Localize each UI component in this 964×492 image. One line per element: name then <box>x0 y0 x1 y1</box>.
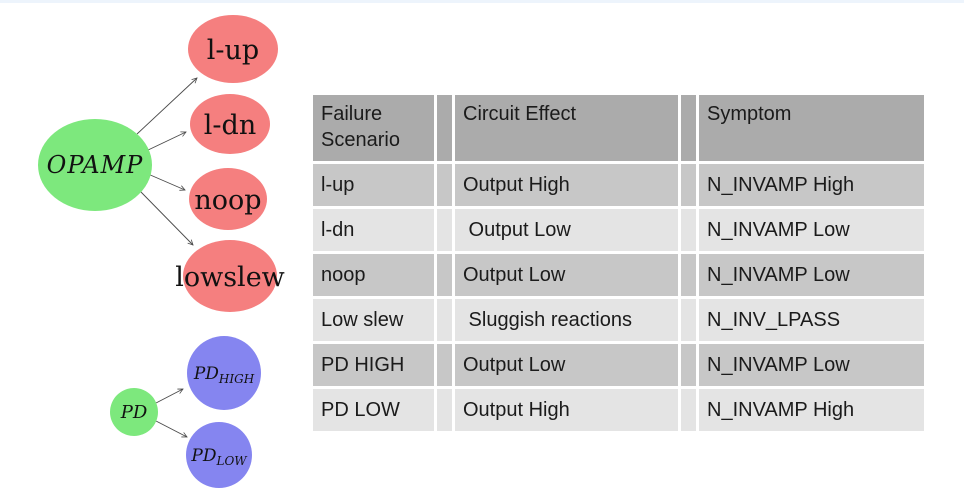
pd-high-label: PDHIGH <box>193 364 255 386</box>
noop-ellipse <box>189 168 267 230</box>
scenario-cell: l-up <box>313 164 434 206</box>
effect-cell: Output High <box>455 164 678 206</box>
lowslew-label: lowslew <box>175 262 285 293</box>
node-pd-low: PDLOW <box>186 422 252 488</box>
pd-high-label-base: PD <box>193 364 219 384</box>
table-row-pd-low: PD LOW Output High N_INVAMP High <box>313 389 924 431</box>
window-top-edge <box>0 0 964 3</box>
spacer-cell <box>681 209 696 251</box>
arrow-pd-to-pd-high <box>155 388 184 404</box>
node-l-dn: l-dn <box>190 94 270 154</box>
arrow-opamp-to-lowslew <box>139 190 194 246</box>
opamp-label: OPAMP <box>47 151 144 179</box>
header-failure-scenario: Failure Scenario <box>313 95 434 161</box>
arrow-opamp-to-l-up <box>136 77 198 135</box>
node-lowslew: lowslew <box>175 240 285 312</box>
effect-cell: Output Low <box>455 209 678 251</box>
effect-cell: Sluggish reactions <box>455 299 678 341</box>
scenario-cell: Low slew <box>313 299 434 341</box>
arrow-opamp-to-l-dn <box>145 131 187 152</box>
pd-label: PD <box>120 402 148 423</box>
fault-tree-diagram: OPAMP l-up l-dn noop lowslew PD PDH <box>38 15 285 488</box>
table-row-pd-high: PD HIGH Output Low N_INVAMP Low <box>313 344 924 386</box>
pd-high-label-subscript: HIGH <box>218 372 255 386</box>
spacer-cell <box>681 299 696 341</box>
table-row-l-dn: l-dn Output Low N_INVAMP Low <box>313 209 924 251</box>
node-noop: noop <box>189 168 267 230</box>
arrow-opamp-to-noop <box>147 173 186 191</box>
node-l-up: l-up <box>188 15 278 83</box>
scenario-cell: PD HIGH <box>313 344 434 386</box>
symptom-cell: N_INVAMP Low <box>699 254 924 296</box>
l-up-ellipse <box>188 15 278 83</box>
spacer-cell <box>681 254 696 296</box>
pd-low-label-subscript: LOW <box>215 454 248 468</box>
spacer-cell <box>437 254 452 296</box>
header-symptom: Symptom <box>699 95 924 161</box>
opamp-ellipse <box>38 119 152 211</box>
failure-scenario-table: Failure Scenario Circuit Effect Symptom … <box>310 92 927 434</box>
table-row-noop: noop Output Low N_INVAMP Low <box>313 254 924 296</box>
header-spacer-1 <box>437 95 452 161</box>
header-spacer-2 <box>681 95 696 161</box>
spacer-cell <box>437 209 452 251</box>
effect-cell: Output Low <box>455 254 678 296</box>
node-opamp: OPAMP <box>38 119 152 211</box>
effect-cell: Output Low <box>455 344 678 386</box>
table-row-l-up: l-up Output High N_INVAMP High <box>313 164 924 206</box>
noop-label: noop <box>194 185 261 216</box>
pd-low-ellipse <box>186 422 252 488</box>
symptom-cell: N_INVAMP High <box>699 164 924 206</box>
arrow-pd-to-pd-low <box>155 420 188 438</box>
symptom-cell: N_INV_LPASS <box>699 299 924 341</box>
node-pd-high: PDHIGH <box>187 336 261 410</box>
pd-ellipse <box>110 388 158 436</box>
table-header-row: Failure Scenario Circuit Effect Symptom <box>313 95 924 161</box>
pd-high-ellipse <box>187 336 261 410</box>
lowslew-ellipse <box>183 240 277 312</box>
header-circuit-effect: Circuit Effect <box>455 95 678 161</box>
spacer-cell <box>681 164 696 206</box>
symptom-cell: N_INVAMP Low <box>699 209 924 251</box>
spacer-cell <box>437 164 452 206</box>
effect-cell: Output High <box>455 389 678 431</box>
node-pd: PD <box>110 388 158 436</box>
spacer-cell <box>437 344 452 386</box>
scenario-cell: noop <box>313 254 434 296</box>
table-row-low-slew: Low slew Sluggish reactions N_INV_LPASS <box>313 299 924 341</box>
scenario-cell: PD LOW <box>313 389 434 431</box>
spacer-cell <box>681 344 696 386</box>
l-dn-ellipse <box>190 94 270 154</box>
l-dn-label: l-dn <box>204 110 256 141</box>
symptom-cell: N_INVAMP High <box>699 389 924 431</box>
l-up-label: l-up <box>207 35 259 66</box>
pd-low-label-base: PD <box>190 446 216 466</box>
spacer-cell <box>437 299 452 341</box>
spacer-cell <box>681 389 696 431</box>
scenario-cell: l-dn <box>313 209 434 251</box>
symptom-cell: N_INVAMP Low <box>699 344 924 386</box>
pd-low-label: PDLOW <box>190 446 248 468</box>
spacer-cell <box>437 389 452 431</box>
